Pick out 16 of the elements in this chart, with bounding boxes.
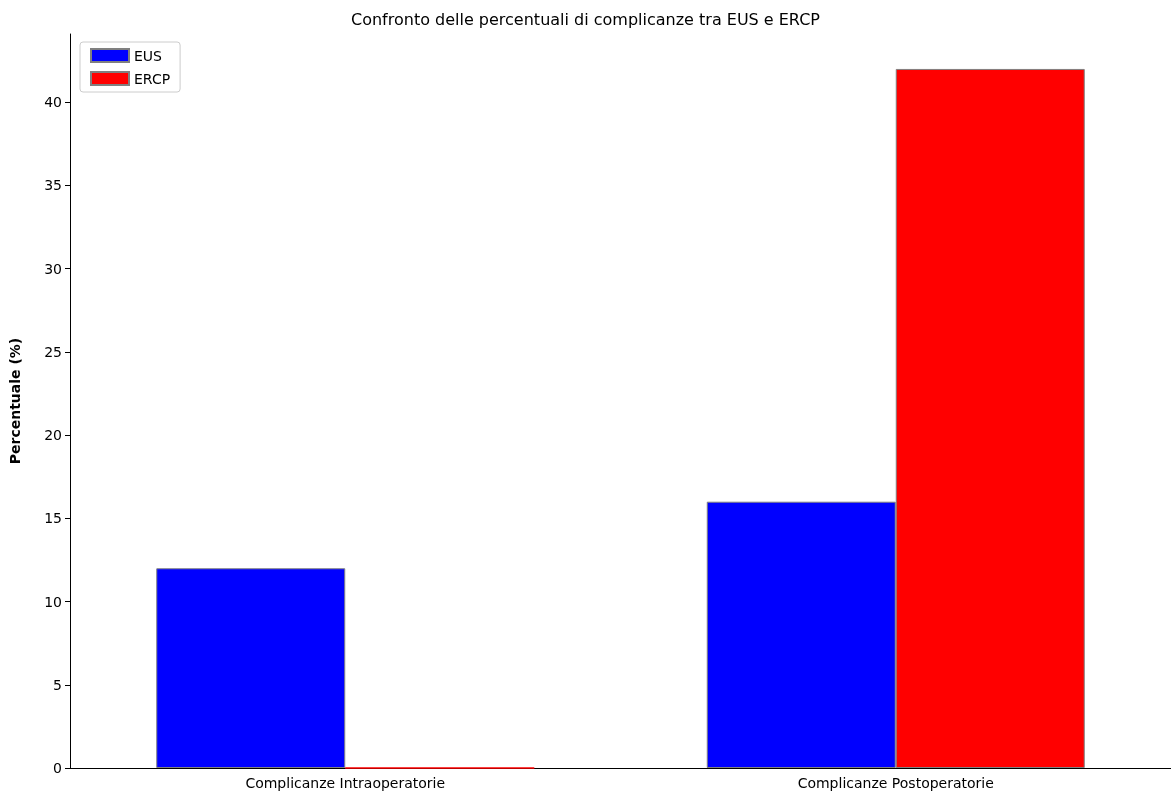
- y-tick-label: 30: [44, 260, 62, 277]
- y-tick-label: 35: [44, 177, 62, 194]
- chart-title: Confronto delle percentuali di complicanze tra EUS e ERCP: [350, 9, 821, 29]
- x-tick-label: Complicanze Intraoperatorie: [245, 775, 446, 791]
- legend-label: EUS: [134, 47, 163, 64]
- y-tick-label: 25: [44, 343, 62, 360]
- bar: [156, 568, 346, 768]
- y-tick-label: 40: [44, 94, 62, 111]
- x-tick-label: Complicanze Postoperatorie: [797, 775, 994, 791]
- y-tick-label: 0: [53, 760, 62, 776]
- y-tick-label: 15: [44, 510, 62, 527]
- y-axis-title: Percentuale (%): [7, 337, 23, 465]
- y-tick-label: 20: [44, 427, 62, 444]
- y-tick-label: 10: [44, 593, 62, 610]
- y-tick-label: 5: [53, 676, 62, 693]
- legend-label: ERCP: [134, 70, 171, 87]
